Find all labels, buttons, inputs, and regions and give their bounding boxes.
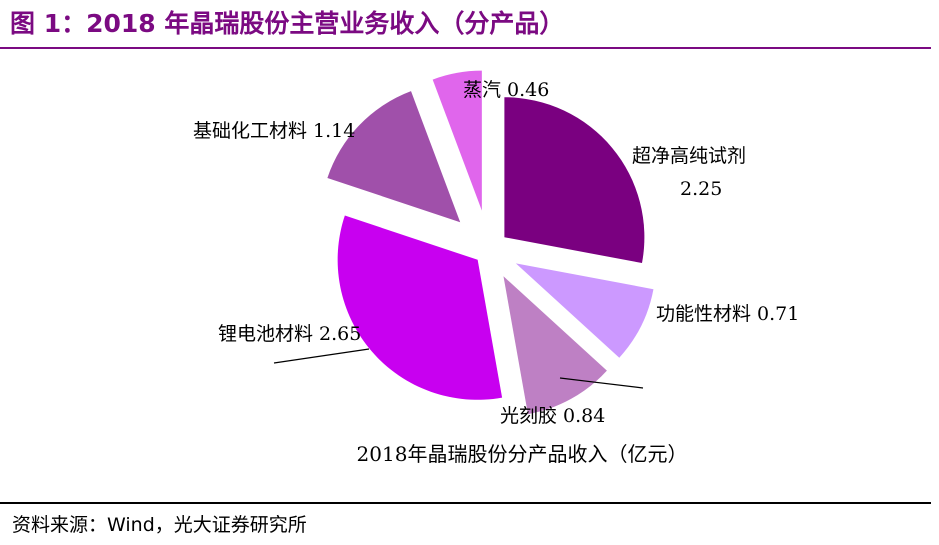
figure-title: 图 1：2018 年晶瑞股份主营业务收入（分产品） bbox=[10, 9, 565, 38]
slice-label: 蒸汽 0.46 bbox=[463, 79, 549, 101]
chart-title: 2018年晶瑞股份分产品收入（亿元） bbox=[357, 442, 688, 466]
pie-slice bbox=[504, 97, 645, 264]
slice-label: 锂电池材料 2.65 bbox=[218, 323, 361, 345]
pie-slice bbox=[327, 91, 461, 223]
leader-line bbox=[273, 348, 370, 364]
pie-slice bbox=[503, 276, 607, 415]
source-note: 资料来源：Wind，光大证券研究所 bbox=[12, 514, 307, 536]
slice-label: 基础化工材料 1.14 bbox=[193, 120, 355, 142]
pie-slice bbox=[432, 70, 482, 211]
leader-line bbox=[559, 377, 644, 389]
slice-value-label: 2.25 bbox=[680, 178, 722, 200]
bottom-divider bbox=[0, 502, 931, 504]
pie-slice bbox=[337, 215, 503, 400]
slice-label: 超净高纯试剂 bbox=[632, 145, 746, 167]
slice-label: 功能性材料 0.71 bbox=[656, 303, 799, 325]
slice-label: 光刻胶 0.84 bbox=[500, 405, 605, 427]
top-divider bbox=[0, 47, 931, 49]
pie-slice bbox=[515, 263, 654, 358]
